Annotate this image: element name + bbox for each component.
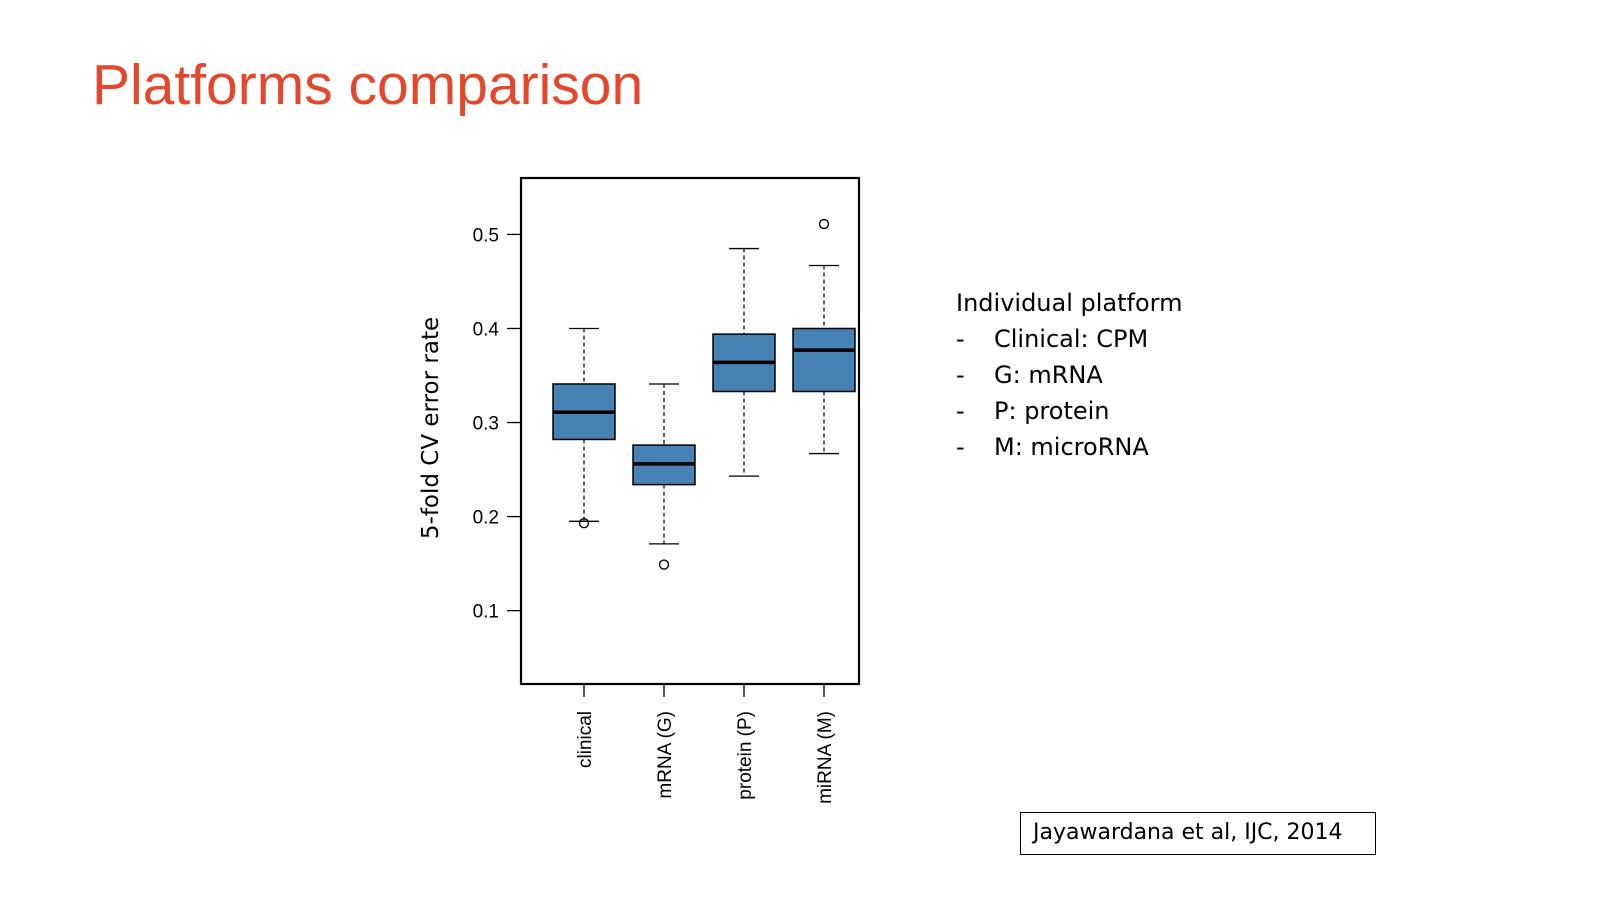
y-tick-label: 0.3 [473, 414, 499, 435]
y-axis-label: 5-fold CV error rate [418, 317, 444, 539]
slide-title: Platforms comparison [92, 53, 644, 117]
y-tick-label: 0.4 [473, 319, 500, 340]
outlier-point [658, 559, 670, 570]
legend-item: - P: protein [956, 393, 1183, 429]
citation-box: Jayawardana et al, IJC, 2014 [1020, 812, 1376, 855]
legend-item: - Clinical: CPM [956, 321, 1183, 357]
legend-item-text: Clinical: CPM [994, 325, 1149, 353]
x-tick-label: mRNA (G) [655, 711, 676, 799]
platform-legend: Individual platform - Clinical: CPM - G:… [956, 285, 1183, 465]
box-group [712, 247, 776, 477]
legend-item: - M: microRNA [956, 429, 1183, 465]
outlier-point [578, 517, 590, 529]
legend-item-text: G: mRNA [994, 361, 1103, 389]
y-tick-label: 0.2 [473, 508, 499, 529]
plot-frame [519, 176, 861, 686]
x-tick-label: protein (P) [735, 711, 756, 800]
box-group [552, 327, 616, 529]
legend-item: - G: mRNA [956, 357, 1183, 393]
y-tick-label: 0.1 [473, 602, 499, 623]
x-tick-label: clinical [575, 711, 596, 768]
x-tick-label: miRNA (M) [815, 711, 836, 804]
boxes [552, 218, 856, 570]
legend-bullet: - [956, 361, 965, 389]
box-group [632, 383, 696, 570]
x-axis: clinical mRNA (G) protein (P) miRNA (M) [575, 684, 836, 804]
iqr-box [792, 327, 856, 393]
legend-bullet: - [956, 325, 965, 353]
y-tick-label: 0.5 [473, 225, 499, 246]
legend-heading: Individual platform [956, 289, 1183, 317]
legend-item-text: P: protein [994, 397, 1110, 425]
y-axis: 0.1 0.2 0.3 0.4 0.5 [473, 225, 521, 623]
legend-item-text: M: microRNA [994, 433, 1149, 461]
outlier-point [818, 218, 830, 230]
legend-bullet: - [956, 397, 965, 425]
legend-bullet: - [956, 433, 965, 461]
box-group [792, 218, 856, 455]
